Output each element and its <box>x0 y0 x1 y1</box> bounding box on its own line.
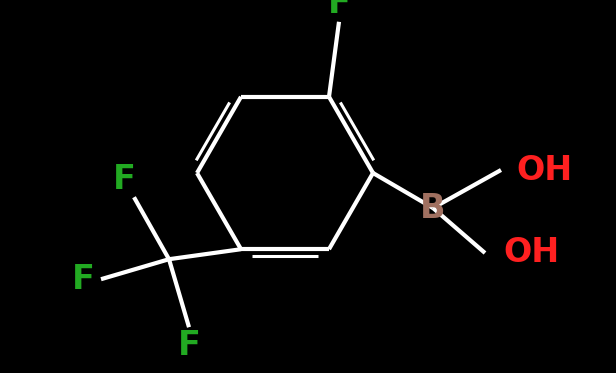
Text: F: F <box>328 0 351 20</box>
Text: F: F <box>177 329 200 362</box>
Text: B: B <box>420 191 446 225</box>
Text: OH: OH <box>516 154 572 186</box>
Text: F: F <box>113 163 136 196</box>
Text: OH: OH <box>503 236 559 270</box>
Text: F: F <box>71 263 94 296</box>
